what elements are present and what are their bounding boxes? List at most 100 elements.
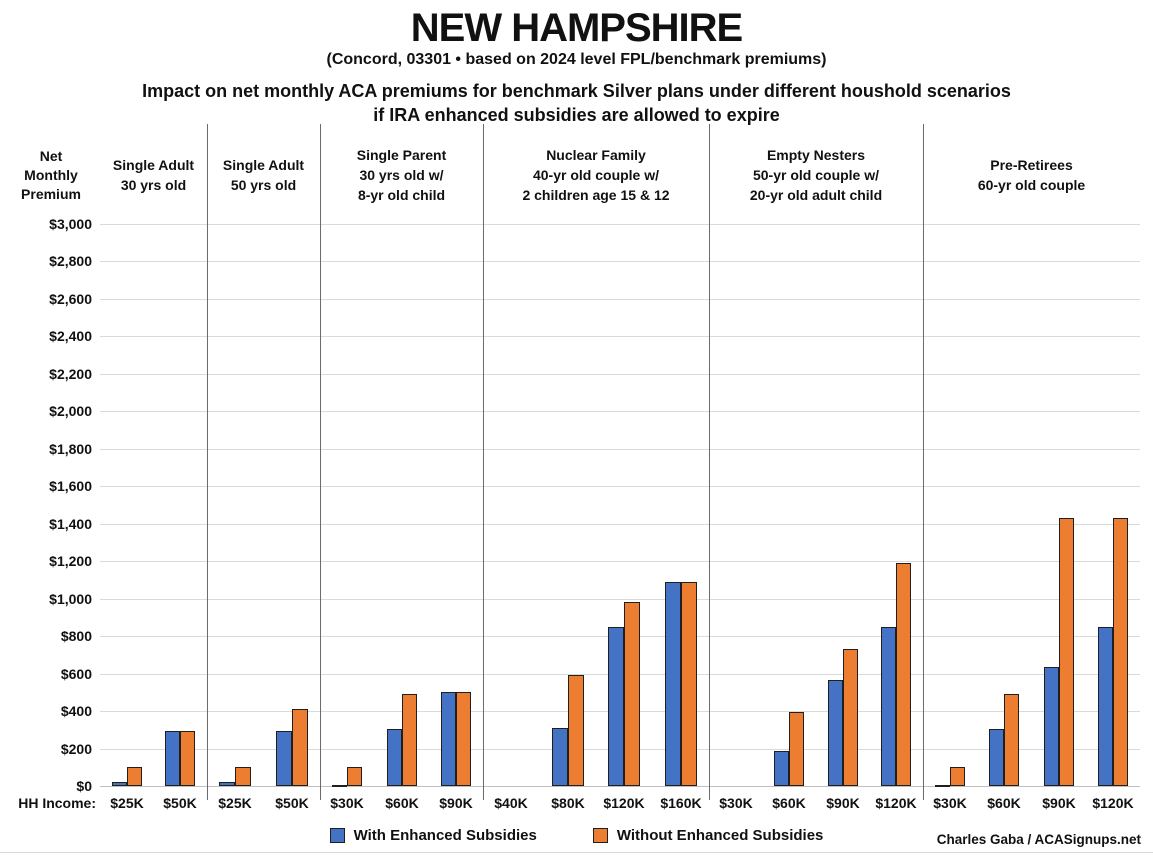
income-tick-label: $30K — [933, 795, 967, 811]
y-axis-tick-label: $1,600 — [49, 478, 92, 494]
chart-heading-line-1: Impact on net monthly ACA premiums for b… — [142, 81, 1011, 101]
y-axis-tick-label: $1,400 — [49, 515, 92, 532]
bar-without-subsidies — [402, 694, 417, 786]
bar-without-subsidies — [1004, 694, 1019, 786]
bar-without-subsidies — [568, 675, 584, 786]
gridline — [100, 373, 1140, 375]
scenario-divider — [320, 124, 321, 800]
gridline — [100, 486, 1140, 487]
scenario-header: Single Adult 30 yrs old — [100, 138, 207, 212]
bar-with-subsidies — [989, 728, 1004, 786]
bar-with-subsidies — [608, 626, 624, 786]
location-subtitle: (Concord, 03301 • based on 2024 level FP… — [326, 51, 827, 68]
income-tick-label: $90K — [1042, 795, 1076, 811]
bar-with-subsidies — [387, 728, 402, 786]
y-axis-tick-label: $3,000 — [49, 215, 92, 232]
income-tick-label: $90K — [826, 795, 860, 811]
y-axis-tick-label: $800 — [60, 628, 92, 644]
income-tick-label: $160K — [660, 795, 702, 811]
scenario-header-line: 20-yr old adult child — [749, 187, 883, 203]
income-tick-label: $120K — [1092, 795, 1134, 811]
bar-with-subsidies — [665, 581, 681, 786]
scenario-header-line: 8-yr old child — [357, 187, 446, 203]
scenario-header: Single Adult 50 yrs old — [207, 138, 320, 212]
scenario-header: Empty Nesters 50-yr old couple w/20-yr ol… — [709, 138, 923, 212]
income-tick-label: $60K — [385, 795, 419, 811]
scenario-divider — [923, 124, 924, 800]
y-axis-tick-label: $0 — [76, 778, 92, 794]
bar-without-subsidies — [1113, 517, 1128, 786]
scenario-divider — [483, 124, 484, 800]
bar-with-subsidies — [165, 730, 180, 786]
gridline — [100, 561, 1140, 562]
with-subsidies-swatch-icon — [329, 828, 345, 843]
gridline — [100, 523, 1140, 525]
gridline — [100, 261, 1140, 262]
bar-without-subsidies — [624, 602, 640, 787]
bar-without-subsidies — [843, 649, 858, 786]
bar-without-subsidies — [789, 711, 804, 786]
bar-with-subsidies — [552, 727, 568, 786]
gridline — [100, 411, 1140, 412]
scenario-header: Pre-Retirees 60-yr old couple — [923, 138, 1140, 212]
bar-without-subsidies — [180, 730, 195, 786]
income-tick-label: $50K — [275, 795, 309, 811]
bar-without-subsidies — [456, 692, 471, 787]
income-tick-label: $120K — [875, 795, 917, 811]
scenario-header-line: 40-yr old couple w/ — [532, 167, 660, 183]
bar-with-subsidies — [1044, 666, 1059, 786]
bar-with-subsidies — [881, 626, 896, 786]
bar-with-subsidies — [112, 782, 127, 787]
legend-item-without-subsidies: Without Enhanced Subsidies — [592, 827, 823, 844]
x-axis-title: HH Income: — [18, 795, 96, 811]
y-axis-tick-label: $2,000 — [49, 403, 92, 419]
gridline — [100, 598, 1140, 600]
income-tick-label: $25K — [218, 795, 252, 811]
bar-without-subsidies — [292, 709, 308, 786]
scenario-divider — [207, 124, 208, 800]
legend-label-with-subsidies: With Enhanced Subsidies — [353, 827, 537, 844]
income-tick-label: $25K — [110, 795, 144, 811]
bar-with-subsidies — [219, 782, 235, 787]
scenario-header-line: Nuclear Family — [546, 147, 646, 163]
bar-without-subsidies — [347, 767, 362, 787]
y-axis-title-line: Monthly — [24, 167, 78, 183]
income-tick-label: $30K — [330, 795, 364, 811]
income-tick-label: $80K — [551, 795, 585, 811]
y-axis-tick-label: $600 — [60, 665, 92, 682]
bar-with-subsidies — [774, 751, 789, 786]
y-axis-tick-label: $2,800 — [49, 253, 92, 269]
gridline — [100, 223, 1140, 225]
bottom-divider — [0, 852, 1153, 853]
income-tick-label: $40K — [494, 795, 528, 811]
scenario-header-line: 30 yrs old w/ — [359, 167, 444, 183]
y-axis-tick-label: $2,400 — [49, 328, 92, 344]
scenario-divider — [709, 124, 710, 800]
income-tick-label: $90K — [439, 795, 473, 811]
bar-with-subsidies — [1098, 626, 1113, 786]
income-tick-label: $30K — [719, 795, 753, 811]
bar-without-subsidies — [681, 581, 697, 786]
scenario-header-line: 60-yr old couple — [977, 177, 1086, 193]
income-tick-label: $120K — [603, 795, 645, 811]
y-axis-tick-label: $400 — [60, 703, 92, 719]
income-tick-label: $60K — [987, 795, 1021, 811]
gridline — [100, 448, 1140, 450]
y-axis-tick-label: $200 — [60, 740, 92, 757]
y-axis-tick-label: $1,000 — [49, 590, 92, 607]
y-axis-title: Net Monthly Premium — [8, 147, 94, 204]
chart-heading-line-2: if IRA enhanced subsidies are allowed to… — [373, 105, 780, 125]
scenario-header: Nuclear Family 40-yr old couple w/2 child… — [483, 138, 709, 212]
scenario-header-line: Single Adult — [222, 157, 305, 173]
page-title: NEW HAMPSHIRE — [410, 6, 743, 50]
credit: Charles Gaba / ACASignups.net — [936, 832, 1141, 847]
scenario-header-line: 50-yr old couple w/ — [752, 167, 880, 183]
bar-with-subsidies — [332, 785, 347, 787]
scenario-header-line: Empty Nesters — [766, 147, 866, 163]
bar-without-subsidies — [235, 767, 251, 787]
bar-with-subsidies — [828, 680, 843, 786]
y-axis-tick-label: $2,600 — [49, 290, 92, 307]
scenario-header-line: 2 children age 15 & 12 — [522, 187, 670, 203]
scenario-header-line: Single Adult — [112, 157, 195, 173]
